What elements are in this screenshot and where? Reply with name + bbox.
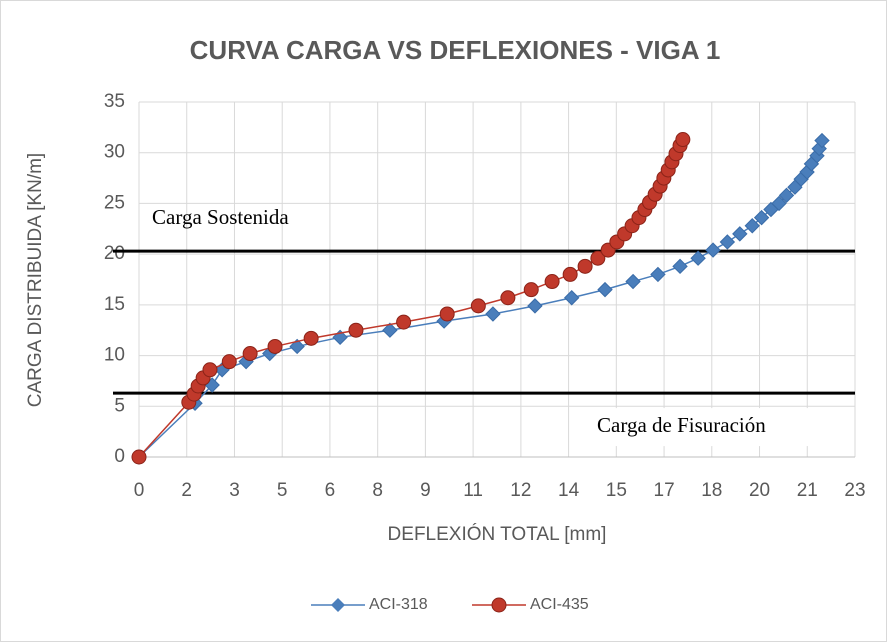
y-tick-label: 15 <box>104 294 125 315</box>
x-tick-label: 11 <box>463 480 483 501</box>
x-tick-label: 21 <box>797 480 818 501</box>
x-tick-label: 3 <box>229 480 240 501</box>
y-axis-label: CARGA DISTRIBUIDA [KN/m] <box>25 153 46 407</box>
y-tick-label: 0 <box>114 446 125 467</box>
marker <box>675 132 691 148</box>
marker <box>814 132 830 149</box>
marker <box>562 266 578 282</box>
legend-marker <box>491 597 507 613</box>
marker <box>500 290 516 306</box>
marker <box>470 298 486 314</box>
legend-label: ACI-435 <box>530 596 589 613</box>
marker <box>221 354 237 370</box>
marker <box>485 306 501 322</box>
x-tick-label: 23 <box>844 480 865 501</box>
marker <box>732 226 748 242</box>
x-tick-label: 0 <box>134 480 145 501</box>
annotation-box <box>580 408 840 447</box>
x-tick-label: 15 <box>606 480 627 501</box>
x-tick-label: 6 <box>325 480 336 501</box>
annotation: Carga de Fisuración <box>597 413 766 437</box>
marker <box>705 242 721 258</box>
marker <box>577 258 593 274</box>
y-tick-label: 25 <box>104 192 125 213</box>
x-tick-label: 20 <box>749 480 770 501</box>
marker <box>690 250 706 266</box>
y-tick-label: 5 <box>114 395 125 416</box>
marker <box>202 362 218 378</box>
annotation: Carga Sostenida <box>152 205 289 229</box>
marker <box>719 234 736 250</box>
marker <box>396 314 412 330</box>
y-tick-label: 30 <box>104 142 125 163</box>
marker <box>650 266 666 283</box>
marker <box>348 322 364 338</box>
marker <box>564 290 580 306</box>
marker <box>771 195 787 212</box>
chart-title: CURVA CARGA VS DEFLEXIONES - VIGA 1 <box>190 35 721 65</box>
x-tick-label: 9 <box>420 480 431 501</box>
x-axis-label: DEFLEXIÓN TOTAL [mm] <box>388 523 607 545</box>
x-tick-label: 12 <box>510 480 531 501</box>
marker <box>382 322 398 338</box>
marker <box>590 250 606 266</box>
x-tick-label: 5 <box>277 480 288 501</box>
marker <box>597 281 613 298</box>
x-tick-label: 17 <box>654 480 675 501</box>
marker <box>672 258 688 275</box>
x-tick-label: 18 <box>701 480 722 501</box>
marker <box>778 187 795 204</box>
legend-marker <box>331 598 345 612</box>
marker <box>753 209 770 226</box>
x-tick-label: 2 <box>181 480 192 501</box>
y-tick-label: 20 <box>104 243 125 264</box>
marker <box>744 218 760 234</box>
x-tick-label: 14 <box>558 480 580 501</box>
marker <box>242 346 258 362</box>
marker <box>523 282 539 298</box>
marker <box>439 306 455 322</box>
marker <box>267 338 283 354</box>
y-tick-label: 35 <box>104 91 125 112</box>
y-tick-label: 10 <box>104 345 125 366</box>
x-tick-label: 8 <box>372 480 383 501</box>
marker <box>303 330 319 346</box>
marker <box>527 298 543 314</box>
marker <box>625 273 641 290</box>
marker <box>544 274 560 290</box>
marker <box>131 449 147 465</box>
legend-label: ACI-318 <box>369 596 428 613</box>
